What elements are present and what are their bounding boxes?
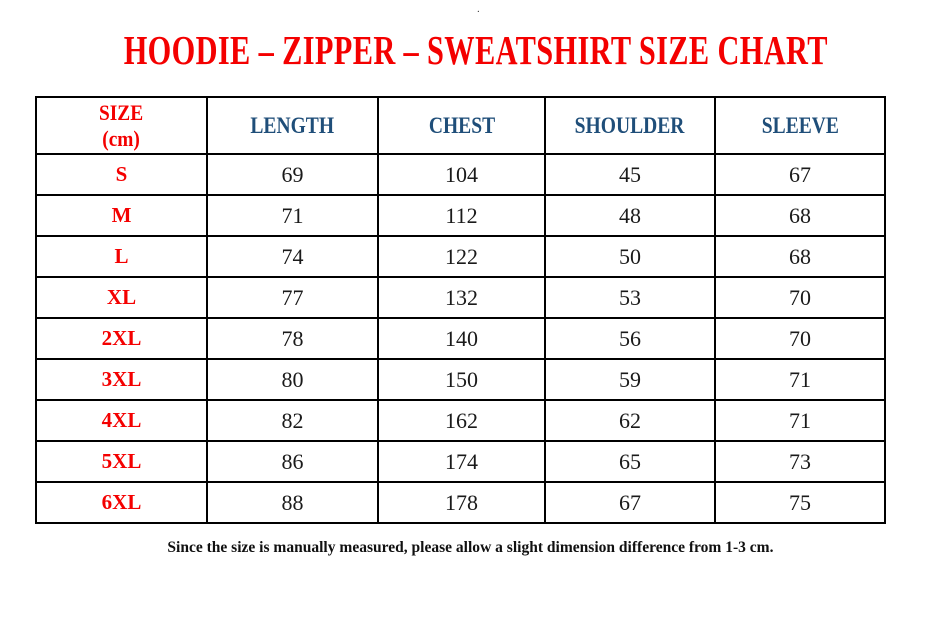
size-cell: M [35, 194, 208, 237]
stray-period-mark: . [477, 3, 480, 15]
col-header-shoulder-text: SHOULDER [575, 112, 685, 138]
table-row: 2XL 78 140 56 70 [35, 317, 886, 360]
table-row: 3XL 80 150 59 71 [35, 358, 886, 401]
size-cell: S [35, 153, 208, 196]
shoulder-cell: 59 [544, 358, 716, 401]
col-header-size-line2: (cm) [102, 125, 141, 151]
col-header-size: SIZE (cm) [35, 96, 208, 155]
header-row: SIZE (cm) LENGTH CHEST SHOULDER SLEEVE [35, 96, 886, 155]
shoulder-cell: 62 [544, 399, 716, 442]
col-header-length-text: LENGTH [250, 112, 335, 138]
size-chart-table-container: SIZE (cm) LENGTH CHEST SHOULDER SLEEVE S… [35, 96, 886, 524]
chest-cell: 150 [377, 358, 546, 401]
sleeve-cell: 68 [714, 194, 886, 237]
page-title-text: HOODIE – ZIPPER – SWEATSHIRT SIZE CHART [123, 27, 828, 73]
shoulder-cell: 65 [544, 440, 716, 483]
col-header-size-line1: SIZE [99, 100, 144, 126]
length-cell: 78 [206, 317, 379, 360]
chest-cell: 140 [377, 317, 546, 360]
table-row: 5XL 86 174 65 73 [35, 440, 886, 483]
sleeve-cell: 71 [714, 399, 886, 442]
shoulder-cell: 48 [544, 194, 716, 237]
size-cell: XL [35, 276, 208, 319]
chest-cell: 162 [377, 399, 546, 442]
chest-cell: 112 [377, 194, 546, 237]
length-cell: 77 [206, 276, 379, 319]
table-row: L 74 122 50 68 [35, 235, 886, 278]
size-cell: L [35, 235, 208, 278]
sleeve-cell: 75 [714, 481, 886, 524]
sleeve-cell: 68 [714, 235, 886, 278]
shoulder-cell: 56 [544, 317, 716, 360]
col-header-sleeve-text: SLEEVE [761, 112, 839, 138]
sleeve-cell: 71 [714, 358, 886, 401]
shoulder-cell: 53 [544, 276, 716, 319]
shoulder-cell: 45 [544, 153, 716, 196]
size-cell: 2XL [35, 317, 208, 360]
sleeve-cell: 70 [714, 276, 886, 319]
col-header-length: LENGTH [206, 96, 379, 155]
chest-cell: 174 [377, 440, 546, 483]
measurement-disclaimer-text: Since the size is manually measured, ple… [166, 539, 774, 556]
size-chart-table: SIZE (cm) LENGTH CHEST SHOULDER SLEEVE S… [35, 96, 886, 524]
length-cell: 69 [206, 153, 379, 196]
col-header-chest-text: CHEST [428, 112, 495, 138]
length-cell: 88 [206, 481, 379, 524]
chest-cell: 104 [377, 153, 546, 196]
table-row: S 69 104 45 67 [35, 153, 886, 196]
measurement-disclaimer: Since the size is manually measured, ple… [0, 539, 940, 557]
length-cell: 74 [206, 235, 379, 278]
col-header-chest: CHEST [377, 96, 546, 155]
size-cell: 4XL [35, 399, 208, 442]
size-cell: 3XL [35, 358, 208, 401]
sleeve-cell: 67 [714, 153, 886, 196]
col-header-sleeve: SLEEVE [714, 96, 886, 155]
col-header-size-text: SIZE (cm) [99, 100, 143, 151]
sleeve-cell: 73 [714, 440, 886, 483]
table-row: M 71 112 48 68 [35, 194, 886, 237]
length-cell: 80 [206, 358, 379, 401]
length-cell: 71 [206, 194, 379, 237]
length-cell: 82 [206, 399, 379, 442]
chest-cell: 132 [377, 276, 546, 319]
table-row: 4XL 82 162 62 71 [35, 399, 886, 442]
table-row: 6XL 88 178 67 75 [35, 481, 886, 524]
length-cell: 86 [206, 440, 379, 483]
size-cell: 6XL [35, 481, 208, 524]
col-header-shoulder: SHOULDER [544, 96, 716, 155]
chest-cell: 178 [377, 481, 546, 524]
shoulder-cell: 50 [544, 235, 716, 278]
size-cell: 5XL [35, 440, 208, 483]
shoulder-cell: 67 [544, 481, 716, 524]
sleeve-cell: 70 [714, 317, 886, 360]
chest-cell: 122 [377, 235, 546, 278]
table-row: XL 77 132 53 70 [35, 276, 886, 319]
page-title: HOODIE – ZIPPER – SWEATSHIRT SIZE CHART [0, 27, 940, 73]
